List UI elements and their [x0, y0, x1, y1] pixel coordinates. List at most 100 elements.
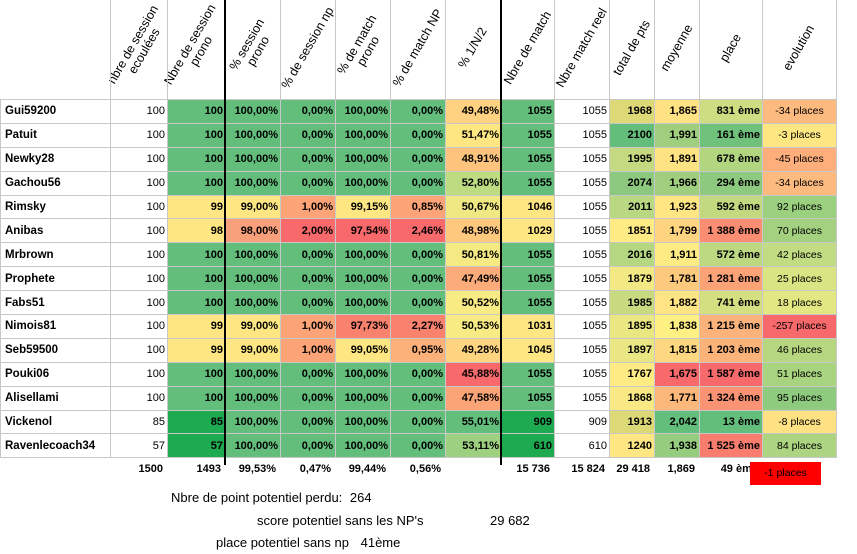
cell-13[interactable]: 25 places — [762, 266, 837, 292]
cell-3[interactable]: 100,00% — [225, 99, 281, 124]
cell-12[interactable]: 161 ème — [699, 122, 763, 148]
cell-6[interactable]: 2,46% — [390, 218, 446, 244]
cell-3[interactable]: 100,00% — [225, 290, 281, 316]
cell-3[interactable]: 100,00% — [225, 122, 281, 148]
cell-13[interactable]: 46 places — [762, 337, 837, 363]
cell-12[interactable]: 592 ème — [699, 194, 763, 220]
cell-11[interactable]: 1,991 — [654, 122, 700, 148]
cell-4[interactable]: 0,00% — [280, 266, 336, 292]
cell-13[interactable]: -34 places — [762, 170, 837, 196]
cell-11[interactable]: 1,966 — [654, 170, 700, 196]
cell-7[interactable]: 49,48% — [445, 99, 502, 124]
cell-4[interactable]: 0,00% — [280, 433, 336, 459]
cell-1[interactable]: 100 — [110, 122, 168, 148]
cell-13[interactable]: -257 places — [762, 314, 837, 339]
cell-7[interactable]: 50,67% — [445, 194, 502, 220]
cell-6[interactable]: 0,95% — [390, 337, 446, 363]
cell-9[interactable]: 1055 — [554, 314, 610, 339]
cell-6[interactable]: 0,00% — [390, 170, 446, 196]
cell-7[interactable]: 50,81% — [445, 242, 502, 268]
cell-12[interactable]: 1 203 ème — [699, 337, 763, 363]
cell-10[interactable]: 2011 — [609, 194, 655, 220]
cell-7[interactable]: 48,98% — [445, 218, 502, 244]
cell-1[interactable]: 100 — [110, 194, 168, 220]
cell-6[interactable]: 0,00% — [390, 290, 446, 316]
cell-8[interactable]: 1055 — [501, 170, 555, 196]
cell-5[interactable]: 100,00% — [335, 433, 391, 459]
cell-13[interactable]: -3 places — [762, 122, 837, 148]
cell-1[interactable]: 85 — [110, 409, 168, 435]
cell-7[interactable]: 53,11% — [445, 433, 502, 459]
cell-1[interactable]: 100 — [110, 218, 168, 244]
cell-4[interactable]: 1,00% — [280, 314, 336, 339]
cell-2[interactable]: 99 — [167, 337, 226, 363]
cell-7[interactable]: 45,88% — [445, 361, 502, 387]
cell-7[interactable]: 47,49% — [445, 266, 502, 292]
cell-5[interactable]: 100,00% — [335, 266, 391, 292]
cell-11[interactable]: 1,799 — [654, 218, 700, 244]
cell-2[interactable]: 98 — [167, 218, 226, 244]
cell-1[interactable]: 100 — [110, 361, 168, 387]
cell-4[interactable]: 1,00% — [280, 194, 336, 220]
cell-5[interactable]: 99,15% — [335, 194, 391, 220]
player-name[interactable]: Fabs51 — [0, 290, 111, 316]
cell-10[interactable]: 1879 — [609, 266, 655, 292]
cell-1[interactable]: 100 — [110, 99, 168, 124]
cell-5[interactable]: 100,00% — [335, 242, 391, 268]
cell-10[interactable]: 1897 — [609, 337, 655, 363]
cell-4[interactable]: 0,00% — [280, 409, 336, 435]
cell-13[interactable]: -8 places — [762, 409, 837, 435]
cell-5[interactable]: 100,00% — [335, 122, 391, 148]
cell-9[interactable]: 909 — [554, 409, 610, 435]
cell-7[interactable]: 51,47% — [445, 122, 502, 148]
cell-3[interactable]: 100,00% — [225, 242, 281, 268]
cell-12[interactable]: 831 ème — [699, 99, 763, 124]
cell-6[interactable]: 0,00% — [390, 99, 446, 124]
cell-3[interactable]: 100,00% — [225, 361, 281, 387]
cell-6[interactable]: 0,00% — [390, 409, 446, 435]
cell-8[interactable]: 1055 — [501, 290, 555, 316]
cell-13[interactable]: 95 places — [762, 385, 837, 411]
cell-10[interactable]: 1995 — [609, 146, 655, 172]
cell-6[interactable]: 0,00% — [390, 242, 446, 268]
cell-10[interactable]: 2100 — [609, 122, 655, 148]
cell-4[interactable]: 2,00% — [280, 218, 336, 244]
cell-9[interactable]: 1055 — [554, 290, 610, 316]
cell-5[interactable]: 100,00% — [335, 146, 391, 172]
cell-1[interactable]: 100 — [110, 385, 168, 411]
cell-12[interactable]: 1 525 ème — [699, 433, 763, 459]
cell-3[interactable]: 98,00% — [225, 218, 281, 244]
cell-4[interactable]: 0,00% — [280, 290, 336, 316]
cell-9[interactable]: 1055 — [554, 337, 610, 363]
cell-11[interactable]: 1,882 — [654, 290, 700, 316]
player-name[interactable]: Pouki06 — [0, 361, 111, 387]
cell-2[interactable]: 100 — [167, 266, 226, 292]
cell-9[interactable]: 1055 — [554, 242, 610, 268]
cell-8[interactable]: 1045 — [501, 337, 555, 363]
cell-9[interactable]: 1055 — [554, 170, 610, 196]
cell-3[interactable]: 99,00% — [225, 337, 281, 363]
cell-6[interactable]: 0,00% — [390, 266, 446, 292]
cell-13[interactable]: 92 places — [762, 194, 837, 220]
cell-12[interactable]: 572 ème — [699, 242, 763, 268]
cell-13[interactable]: 42 places — [762, 242, 837, 268]
cell-9[interactable]: 1055 — [554, 99, 610, 124]
cell-9[interactable]: 1055 — [554, 385, 610, 411]
cell-8[interactable]: 1055 — [501, 242, 555, 268]
cell-4[interactable]: 1,00% — [280, 337, 336, 363]
cell-8[interactable]: 1031 — [501, 314, 555, 339]
cell-3[interactable]: 100,00% — [225, 409, 281, 435]
cell-11[interactable]: 1,938 — [654, 433, 700, 459]
player-name[interactable]: Mrbrown — [0, 242, 111, 268]
cell-12[interactable]: 1 587 ème — [699, 361, 763, 387]
cell-1[interactable]: 100 — [110, 146, 168, 172]
cell-6[interactable]: 0,85% — [390, 194, 446, 220]
cell-11[interactable]: 1,891 — [654, 146, 700, 172]
cell-13[interactable]: -34 places — [762, 99, 837, 124]
player-name[interactable]: Gui59200 — [0, 99, 111, 124]
cell-3[interactable]: 99,00% — [225, 314, 281, 339]
cell-7[interactable]: 52,80% — [445, 170, 502, 196]
cell-11[interactable]: 1,923 — [654, 194, 700, 220]
cell-11[interactable]: 1,781 — [654, 266, 700, 292]
cell-5[interactable]: 97,73% — [335, 314, 391, 339]
